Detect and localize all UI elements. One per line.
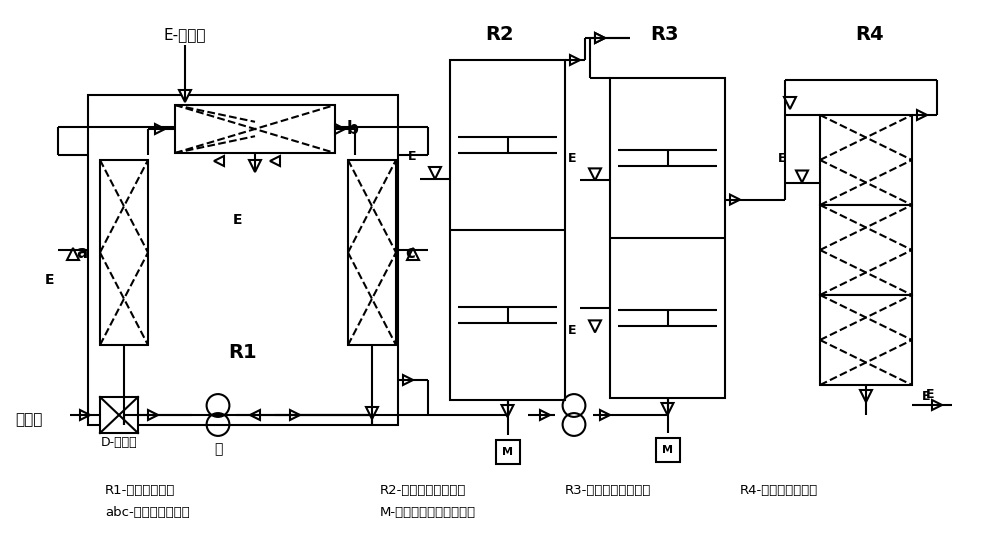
Bar bbox=[820, 205, 912, 295]
Bar bbox=[348, 160, 396, 345]
Text: M: M bbox=[662, 445, 673, 455]
Bar bbox=[820, 115, 912, 205]
Polygon shape bbox=[67, 248, 79, 260]
Text: E: E bbox=[45, 273, 55, 287]
Text: 泵: 泵 bbox=[214, 442, 222, 456]
Polygon shape bbox=[270, 156, 280, 166]
Polygon shape bbox=[860, 390, 872, 402]
Polygon shape bbox=[662, 403, 674, 415]
Text: c: c bbox=[405, 244, 415, 262]
Text: E: E bbox=[232, 213, 242, 227]
Polygon shape bbox=[595, 33, 605, 43]
Bar bbox=[450, 60, 565, 400]
Polygon shape bbox=[249, 160, 261, 172]
Polygon shape bbox=[290, 410, 300, 420]
Polygon shape bbox=[570, 55, 580, 65]
Polygon shape bbox=[80, 410, 90, 420]
Polygon shape bbox=[335, 124, 345, 134]
Text: a: a bbox=[76, 244, 88, 262]
Polygon shape bbox=[932, 400, 942, 410]
Bar bbox=[100, 397, 138, 433]
Text: E: E bbox=[922, 391, 930, 404]
Text: E: E bbox=[778, 152, 786, 165]
Bar bbox=[88, 95, 398, 425]
Text: R1-内循环反应器: R1-内循环反应器 bbox=[105, 484, 175, 496]
Polygon shape bbox=[540, 410, 550, 420]
Polygon shape bbox=[917, 110, 927, 120]
Polygon shape bbox=[730, 195, 740, 205]
Polygon shape bbox=[155, 124, 165, 134]
Polygon shape bbox=[796, 170, 808, 182]
Bar bbox=[610, 78, 725, 398]
Polygon shape bbox=[403, 375, 413, 385]
Text: R3-二级活塞流反应器: R3-二级活塞流反应器 bbox=[565, 484, 651, 496]
Text: E: E bbox=[408, 150, 416, 163]
Text: abc-静态混合反应器: abc-静态混合反应器 bbox=[105, 505, 190, 519]
Bar bbox=[820, 295, 912, 385]
Bar bbox=[175, 105, 335, 153]
Text: R2-一级活塞流反应器: R2-一级活塞流反应器 bbox=[380, 484, 466, 496]
Text: D-过滤器: D-过滤器 bbox=[101, 437, 137, 449]
Text: M: M bbox=[502, 447, 513, 457]
Text: E-导热油: E-导热油 bbox=[164, 27, 206, 42]
Text: R3: R3 bbox=[651, 26, 679, 45]
Bar bbox=[496, 440, 520, 464]
Polygon shape bbox=[589, 168, 601, 181]
Polygon shape bbox=[595, 33, 605, 43]
Text: R4-静态混合反应器: R4-静态混合反应器 bbox=[740, 484, 818, 496]
Text: R4: R4 bbox=[856, 26, 884, 45]
Bar bbox=[656, 438, 680, 462]
Polygon shape bbox=[429, 167, 441, 179]
Text: E: E bbox=[568, 324, 576, 337]
Polygon shape bbox=[589, 320, 601, 333]
Text: b: b bbox=[347, 120, 359, 138]
Text: R2: R2 bbox=[486, 26, 514, 45]
Polygon shape bbox=[148, 410, 158, 420]
Polygon shape bbox=[600, 410, 610, 420]
Bar bbox=[100, 160, 148, 345]
Polygon shape bbox=[179, 90, 191, 102]
Polygon shape bbox=[784, 97, 796, 109]
Polygon shape bbox=[250, 410, 260, 420]
Polygon shape bbox=[214, 156, 224, 166]
Polygon shape bbox=[366, 407, 378, 419]
Text: E: E bbox=[926, 389, 934, 401]
Polygon shape bbox=[502, 405, 514, 417]
Polygon shape bbox=[407, 248, 419, 260]
Text: R1: R1 bbox=[229, 343, 257, 362]
Text: E: E bbox=[568, 152, 576, 165]
Text: 进料口: 进料口 bbox=[15, 413, 42, 428]
Text: M-带平浆的轴搅拌器电机: M-带平浆的轴搅拌器电机 bbox=[380, 505, 476, 519]
